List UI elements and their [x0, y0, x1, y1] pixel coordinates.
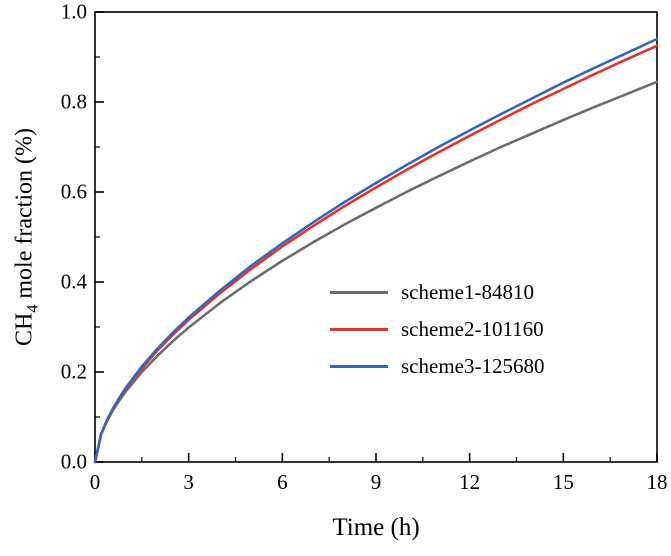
x-tick-label: 3	[183, 470, 194, 494]
y-tick-label: 0.2	[60, 359, 87, 384]
y-tick-label: 0.0	[60, 449, 87, 474]
x-tick-label: 6	[277, 470, 288, 494]
y-tick-label: 0.4	[60, 269, 87, 294]
legend-line-swatch	[330, 328, 388, 331]
legend-line-swatch	[330, 291, 388, 294]
y-tick-label: 1.0	[60, 0, 87, 24]
legend: scheme1-84810 scheme2-101160 scheme3-12568…	[330, 274, 544, 385]
legend-item: scheme3-125680	[330, 348, 544, 385]
legend-label: scheme3-125680	[401, 354, 545, 378]
x-tick-label: 0	[89, 470, 101, 494]
series-line-0	[93, 80, 659, 464]
y-tick-label: 0.6	[60, 179, 87, 204]
legend-line-swatch	[330, 365, 388, 368]
series-line-2	[93, 37, 659, 464]
x-tick-label: 18	[646, 470, 668, 494]
x-axis-title: Time (h)	[332, 514, 420, 541]
legend-item: scheme2-101160	[330, 311, 544, 348]
y-axis-title-subscript: 4	[24, 304, 42, 313]
y-axis-title-text: CH	[11, 312, 38, 346]
y-axis-title: CH4 mole fraction (%)	[12, 128, 43, 346]
x-tick-label: 9	[370, 470, 382, 494]
legend-label: scheme2-101160	[401, 317, 544, 341]
series-line-1	[93, 44, 659, 464]
legend-label: scheme1-84810	[401, 280, 534, 304]
x-tick-label: 12	[459, 470, 481, 494]
legend-item: scheme1-84810	[330, 274, 544, 311]
x-tick-label: 15	[552, 470, 574, 494]
y-tick-label: 0.8	[60, 89, 87, 114]
